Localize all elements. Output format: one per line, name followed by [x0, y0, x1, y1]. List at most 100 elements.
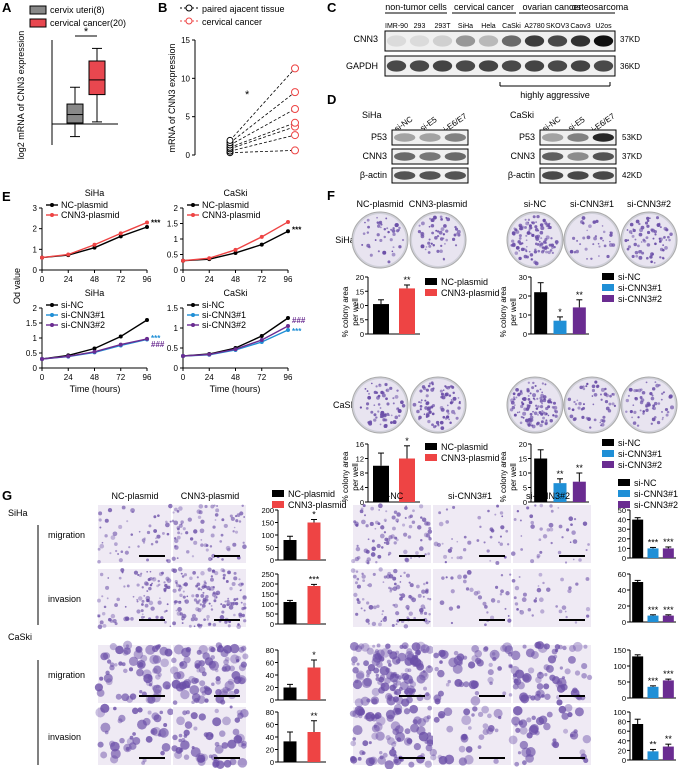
- stained-cell: [148, 586, 152, 591]
- stained-cell: [375, 731, 385, 741]
- colony-dot: [530, 258, 533, 261]
- colony-dot: [457, 406, 461, 410]
- stained-cell: [226, 547, 231, 552]
- stained-cell: [110, 741, 120, 752]
- colony-dot: [512, 392, 516, 396]
- stained-cell: [141, 538, 146, 543]
- colony-dot: [545, 242, 548, 245]
- stained-cell: [489, 559, 492, 562]
- stained-cell: [109, 740, 116, 747]
- colony-dot: [650, 252, 654, 256]
- y-tick-label: 250: [261, 570, 274, 579]
- stained-cell: [202, 597, 207, 602]
- cnn3-blot-band: [501, 35, 522, 47]
- panel-letter-E: E: [2, 189, 11, 204]
- colony-dot: [431, 382, 435, 386]
- stained-cell: [220, 649, 229, 658]
- colony-dot: [540, 250, 545, 254]
- stained-cell: [352, 679, 363, 690]
- colony-dot: [665, 413, 669, 417]
- panel-letter-D: D: [327, 92, 336, 107]
- chart-title: SiHa: [85, 188, 105, 198]
- colony-dot: [539, 396, 543, 400]
- stained-cell: [395, 518, 400, 523]
- stained-cell: [212, 759, 220, 768]
- stained-cell: [115, 549, 118, 553]
- blot-row-label: P53: [371, 132, 387, 142]
- colony-dot: [593, 418, 597, 422]
- colony-dot: [446, 404, 449, 407]
- stained-cell: [560, 577, 564, 582]
- stained-cell: [241, 740, 247, 747]
- stained-cell: [550, 541, 553, 545]
- pair-line: [229, 68, 296, 141]
- colony-dot: [416, 409, 420, 414]
- colony-dot: [658, 237, 661, 240]
- stained-cell: [527, 607, 532, 612]
- stained-cell: [156, 584, 160, 588]
- stained-cell: [120, 550, 124, 554]
- stained-cell: [370, 506, 374, 511]
- stained-cell: [396, 619, 400, 623]
- stained-cell: [160, 750, 165, 756]
- stained-cell: [400, 672, 405, 677]
- stained-cell: [439, 600, 445, 606]
- stained-cell: [543, 643, 550, 650]
- colony-dot: [659, 247, 664, 252]
- stained-cell: [191, 700, 195, 705]
- stained-cell: [152, 684, 162, 694]
- colony-dot: [444, 417, 448, 420]
- stained-cell: [181, 575, 185, 578]
- stained-cell: [406, 738, 413, 744]
- stained-cell: [96, 689, 105, 697]
- y-tick-label: 10: [618, 544, 626, 553]
- stained-cell: [97, 560, 101, 564]
- stained-cell: [133, 570, 139, 575]
- blot-row-label: CNN3: [510, 151, 535, 161]
- bar: [307, 667, 321, 700]
- stained-cell: [243, 619, 247, 623]
- colony-dot: [366, 390, 369, 392]
- colony-dot: [442, 257, 445, 260]
- data-point: [66, 354, 71, 359]
- stained-cell: [163, 723, 168, 728]
- stained-cell: [193, 598, 198, 602]
- stained-cell: [121, 662, 126, 667]
- bar: [647, 615, 659, 622]
- data-point: [118, 334, 123, 339]
- stained-cell: [354, 679, 359, 684]
- stained-cell: [391, 746, 395, 750]
- stained-cell: [408, 524, 413, 529]
- stained-cell: [115, 645, 124, 655]
- stained-cell: [155, 537, 157, 540]
- stained-cell: [215, 508, 220, 513]
- stained-cell: [204, 698, 209, 703]
- colony-dot: [539, 405, 544, 409]
- stained-cell: [143, 537, 146, 540]
- column-title: CNN3-plasmid: [181, 491, 240, 501]
- stained-cell: [434, 698, 441, 705]
- stained-cell: [463, 535, 467, 539]
- colony-dot: [522, 411, 527, 416]
- colony-dot: [423, 413, 426, 415]
- colony-dot: [436, 234, 440, 238]
- stained-cell: [445, 508, 449, 511]
- colony-dot: [425, 388, 429, 392]
- stained-cell: [235, 733, 245, 744]
- stained-cell: [522, 760, 527, 766]
- data-point: [226, 136, 234, 144]
- significance-marker: ***: [648, 537, 659, 547]
- stained-cell: [527, 667, 535, 674]
- stained-cell: [195, 607, 200, 612]
- stained-cell: [182, 527, 186, 531]
- group-label: osteosarcoma: [572, 2, 629, 12]
- stained-cell: [481, 705, 490, 714]
- stained-cell: [374, 714, 380, 720]
- stained-cell: [164, 620, 167, 624]
- colony-dot: [432, 215, 437, 220]
- colony-dot: [664, 407, 669, 412]
- cnn3-blot-band: [570, 35, 591, 47]
- stained-cell: [165, 576, 170, 581]
- stained-cell: [394, 536, 398, 540]
- stained-cell: [491, 652, 496, 656]
